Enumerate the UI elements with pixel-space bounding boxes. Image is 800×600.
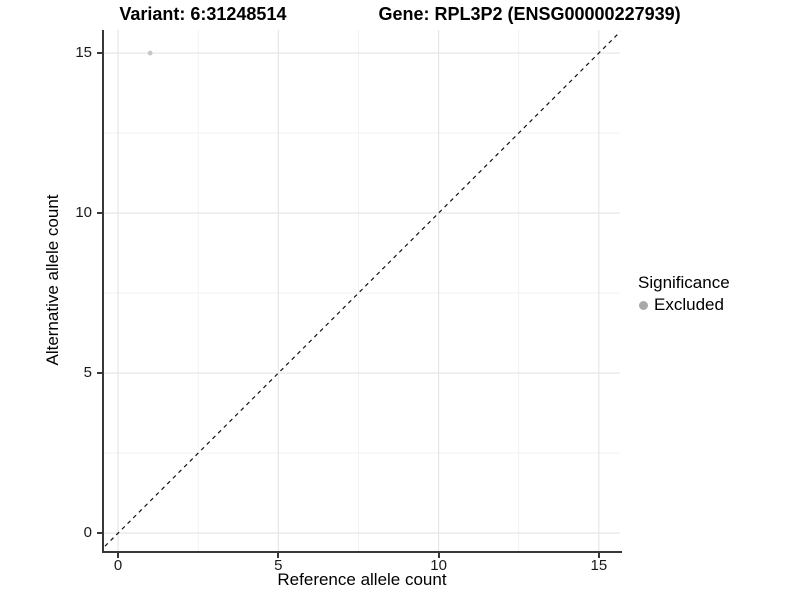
x-axis-tick-label: 15 <box>590 557 608 574</box>
plot-title: Variant: 6:31248514 Gene: RPL3P2 (ENSG00… <box>0 3 800 25</box>
plot-panel <box>104 30 620 551</box>
y-axis-tick-label: 5 <box>83 364 92 382</box>
x-axis-tick-label: 5 <box>274 557 283 574</box>
legend-title: Significance <box>638 273 730 292</box>
data-point <box>147 50 153 56</box>
legend-item-label: Excluded <box>654 295 724 314</box>
x-axis-tick <box>437 553 440 558</box>
legend: Significance Excluded <box>638 272 730 315</box>
x-axis-tick <box>117 553 120 558</box>
y-axis-tick <box>97 212 102 215</box>
y-axis-tick <box>97 52 102 55</box>
plot-title-variant: Variant: 6:31248514 <box>119 4 287 24</box>
y-axis-tick <box>97 372 102 375</box>
plot-title-gene: Gene: RPL3P2 (ENSG00000227939) <box>378 4 681 24</box>
x-axis-tick-label: 0 <box>113 557 123 574</box>
x-axis-tick <box>597 553 600 558</box>
legend-item-excluded: Excluded <box>639 295 730 315</box>
y-axis-tick-label: 10 <box>75 204 92 222</box>
y-axis-line <box>102 30 104 553</box>
identity-reference-line <box>104 31 620 549</box>
legend-point-icon <box>639 300 648 310</box>
y-axis-tick-label: 0 <box>83 524 92 542</box>
y-axis-tick <box>97 532 102 535</box>
x-axis-tick <box>277 553 280 558</box>
x-axis-title: Reference allele count <box>277 570 447 589</box>
x-axis-line <box>102 551 622 553</box>
x-axis-tick-label: 10 <box>430 557 447 574</box>
y-axis-tick-label: 15 <box>75 44 92 62</box>
